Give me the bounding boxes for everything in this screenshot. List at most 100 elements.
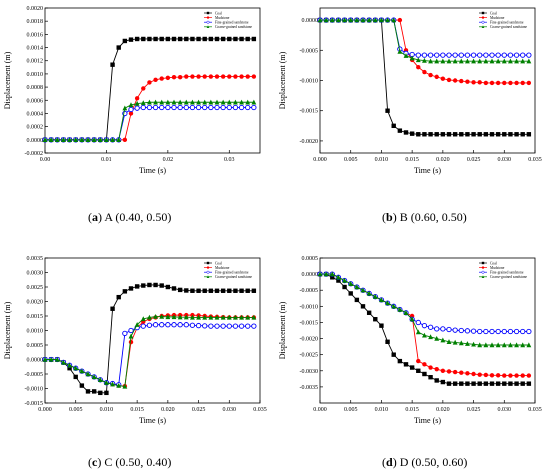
data-point: [190, 36, 195, 42]
data-point: [251, 74, 257, 79]
data-point: [452, 58, 458, 64]
x-axis-label: Time (s): [414, 416, 441, 425]
data-point: [416, 132, 421, 137]
data-point: [403, 362, 409, 367]
data-point: [446, 52, 452, 58]
data-point: [48, 356, 54, 362]
plot-frame: [44, 257, 261, 404]
legend-marker: [206, 275, 210, 279]
legend-entry: Fine-grained sandstone: [490, 21, 524, 25]
data-point: [366, 290, 372, 296]
data-point: [329, 271, 335, 277]
data-point: [446, 58, 452, 64]
data-point: [177, 75, 183, 80]
data-point: [379, 17, 384, 23]
data-point: [366, 310, 372, 315]
data-point: [245, 323, 251, 329]
y-tick-label: 0.0000: [27, 138, 44, 144]
data-point: [220, 99, 226, 105]
series-coarse-grained-sandstone: [42, 313, 257, 389]
data-point: [195, 104, 202, 111]
data-point: [440, 76, 446, 81]
data-point: [434, 366, 439, 372]
y-tick-label: 0.0004: [27, 111, 44, 117]
legend-entry: Coal: [215, 261, 222, 265]
data-point: [159, 36, 164, 42]
data-point: [239, 288, 244, 293]
data-point: [514, 58, 519, 64]
data-point: [190, 288, 195, 293]
data-point: [140, 100, 146, 106]
data-point: [147, 314, 152, 320]
x-tick-label: 0.015: [405, 407, 419, 413]
data-point: [104, 390, 109, 396]
data-point: [220, 288, 226, 293]
data-point: [239, 99, 244, 105]
legend-marker: [481, 275, 485, 279]
data-point: [409, 365, 415, 370]
data-point: [251, 99, 257, 105]
data-point: [465, 381, 470, 386]
data-point: [508, 381, 513, 386]
data-point: [434, 326, 440, 332]
data-point: [470, 328, 477, 334]
data-point: [226, 99, 232, 105]
data-point: [226, 323, 232, 329]
data-point: [208, 288, 214, 293]
y-tick-label: -0.0010: [25, 387, 44, 393]
data-point: [245, 104, 251, 111]
data-point: [323, 17, 329, 23]
data-point: [452, 52, 458, 58]
data-point: [171, 75, 177, 80]
data-point: [440, 52, 446, 58]
legend-marker: [481, 20, 485, 24]
data-point: [227, 36, 232, 42]
series-fine-grained-sandstone: [42, 104, 257, 143]
data-point: [317, 17, 323, 23]
y-tick-label: 0.0010: [27, 72, 44, 78]
data-point: [446, 339, 452, 344]
data-point: [397, 17, 403, 23]
data-point: [159, 99, 165, 105]
x-tick-label: 0.02: [163, 157, 174, 163]
y-axis-label: Displacement (m): [278, 51, 287, 109]
data-point: [428, 72, 433, 78]
data-point: [190, 99, 195, 105]
data-point: [336, 274, 341, 280]
data-point: [122, 137, 128, 143]
data-point: [354, 17, 360, 23]
data-point: [348, 17, 354, 23]
data-point: [140, 323, 146, 329]
data-point: [177, 99, 183, 105]
data-point: [153, 99, 158, 105]
data-point: [128, 37, 134, 42]
x-tick-label: 0.020: [436, 157, 450, 163]
y-tick-label: 0.0020: [27, 300, 44, 306]
legend-marker: [481, 16, 485, 19]
data-point: [171, 286, 177, 291]
x-tick-label: 0.035: [528, 407, 542, 413]
data-point: [391, 123, 396, 129]
data-point: [165, 99, 171, 105]
legend-entry: Fine-grained sandstone: [215, 21, 249, 25]
data-point: [520, 373, 525, 378]
data-point: [239, 314, 244, 320]
legend-marker: [206, 16, 210, 19]
data-point: [501, 52, 507, 58]
data-point: [251, 314, 257, 320]
data-point: [428, 375, 433, 380]
data-point: [238, 323, 245, 329]
data-point: [245, 288, 250, 293]
y-tick-label: -0.0002: [25, 151, 44, 157]
data-point: [526, 342, 532, 348]
data-point: [465, 58, 470, 64]
x-axis-label: Time (s): [139, 416, 166, 425]
data-point: [85, 137, 91, 143]
data-point: [415, 52, 421, 58]
data-point: [526, 58, 532, 64]
data-point: [146, 322, 153, 328]
data-point: [459, 78, 464, 84]
data-point: [214, 314, 220, 320]
data-point: [428, 58, 433, 64]
data-point: [128, 327, 134, 334]
